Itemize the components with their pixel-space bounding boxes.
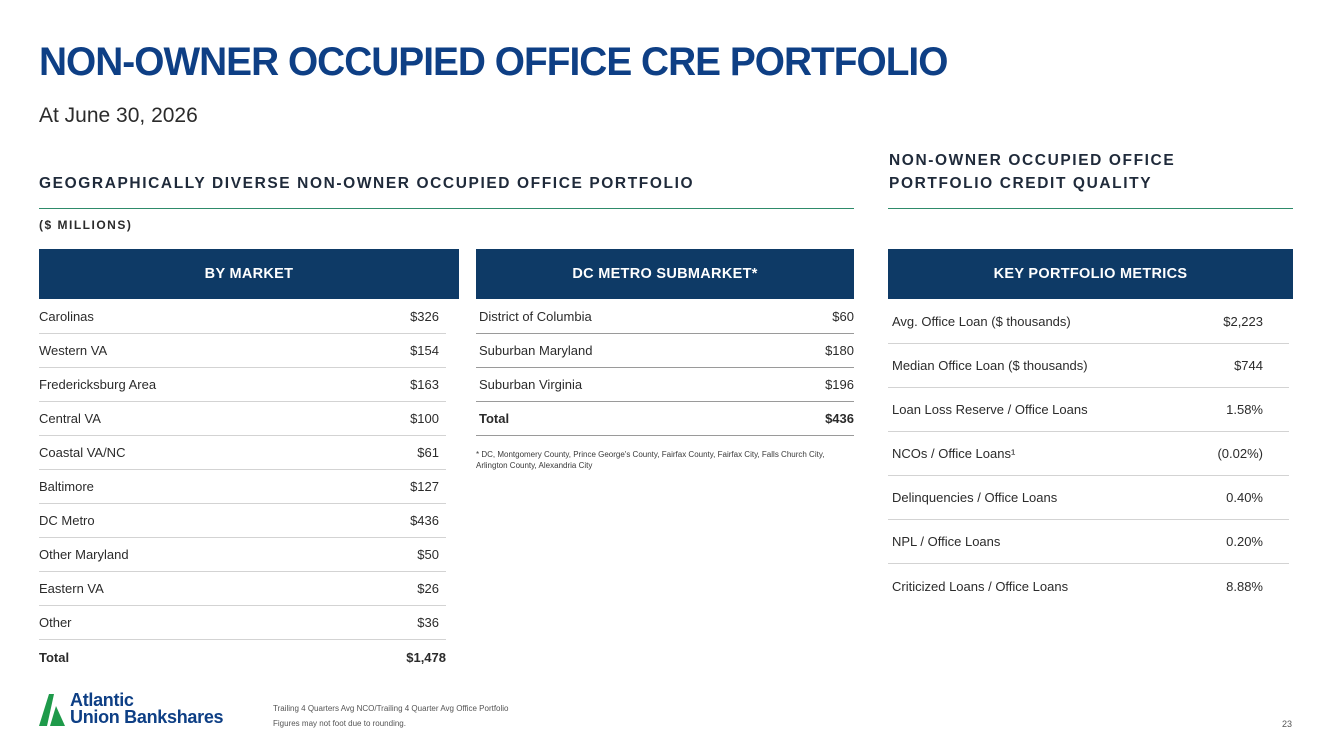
row-label: DC Metro <box>39 513 95 528</box>
row-value: 1.58% <box>1226 402 1263 417</box>
by-market-table: Carolinas $326 Western VA $154 Fredericksbur… <box>39 300 446 674</box>
table-row: Suburban Virginia $196 <box>476 368 854 402</box>
page-title: NON-OWNER OCCUPIED OFFICE CRE PORTFOLIO <box>39 40 948 84</box>
right-section-heading: NON-OWNER OCCUPIED OFFICE PORTFOLIO CRED… <box>889 149 1175 195</box>
row-value: $326 <box>410 309 439 324</box>
table-row: Median Office Loan ($ thousands) $744 <box>888 344 1289 388</box>
row-label: Criticized Loans / Office Loans <box>892 578 1069 594</box>
table-row: Other Maryland $50 <box>39 538 446 572</box>
row-value: $100 <box>410 411 439 426</box>
table-row: District of Columbia $60 <box>476 300 854 334</box>
row-label: Other Maryland <box>39 547 129 562</box>
table-row: Carolinas $326 <box>39 300 446 334</box>
row-label: Other <box>39 615 72 630</box>
row-value: 0.40% <box>1226 490 1263 505</box>
row-value: 8.88% <box>1226 578 1263 594</box>
row-value: $60 <box>832 309 854 324</box>
logo-wordmark: Atlantic Union Bankshares <box>70 690 224 727</box>
row-value: 0.20% <box>1226 534 1263 549</box>
row-label: NCOs / Office Loans¹ <box>892 446 1016 461</box>
table-row: NPL / Office Loans 0.20% <box>888 520 1289 564</box>
left-section-rule <box>39 208 854 209</box>
company-logo: Atlantic Union Bankshares <box>39 690 224 727</box>
row-value: $180 <box>825 343 854 358</box>
row-value: $127 <box>410 479 439 494</box>
table-row: Coastal VA/NC $61 <box>39 436 446 470</box>
row-value: $436 <box>410 513 439 528</box>
row-value: $36 <box>417 615 439 630</box>
row-value: (0.02%) <box>1217 446 1263 461</box>
table-row: Delinquencies / Office Loans 0.40% <box>888 476 1289 520</box>
page-number: 23 <box>1281 719 1292 729</box>
footnote-nco: Trailing 4 Quarters Avg NCO/Trailing 4 Q… <box>273 704 509 713</box>
right-section-rule <box>888 208 1293 209</box>
table-row: Other $36 <box>39 606 446 640</box>
by-market-header: BY MARKET <box>39 249 459 299</box>
row-value: $163 <box>410 377 439 392</box>
row-label: NPL / Office Loans <box>892 534 1001 549</box>
row-label: Avg. Office Loan ($ thousands) <box>892 314 1071 329</box>
table-row: Baltimore $127 <box>39 470 446 504</box>
page-subtitle: At June 30, 2026 <box>39 104 198 127</box>
row-label: Delinquencies / Office Loans <box>892 490 1058 505</box>
row-label: Median Office Loan ($ thousands) <box>892 358 1088 373</box>
logo-line1: Atlantic <box>70 690 134 710</box>
row-label: Total <box>479 411 510 426</box>
table-row: Loan Loss Reserve / Office Loans 1.58% <box>888 388 1289 432</box>
row-value: $26 <box>417 581 439 596</box>
row-value: $1,478 <box>406 649 446 665</box>
logo-mark-icon <box>39 694 65 726</box>
dc-metro-header: DC METRO SUBMARKET* <box>476 249 854 299</box>
row-label: Total <box>39 649 70 665</box>
table-row: NCOs / Office Loans¹ (0.02%) <box>888 432 1289 476</box>
logo-line2: Union Bankshares <box>70 707 224 727</box>
table-row: Suburban Maryland $180 <box>476 334 854 368</box>
row-label: Central VA <box>39 411 101 426</box>
row-label: Baltimore <box>39 479 94 494</box>
row-label: District of Columbia <box>479 309 592 324</box>
row-value: $196 <box>825 377 854 392</box>
key-metrics-table: Avg. Office Loan ($ thousands) $2,223 Medi… <box>888 300 1289 608</box>
table-row: Eastern VA $26 <box>39 572 446 606</box>
row-label: Coastal VA/NC <box>39 445 126 460</box>
dc-metro-footnote: * DC, Montgomery County, Prince George's… <box>476 450 825 470</box>
row-value: $436 <box>825 411 854 426</box>
row-value: $744 <box>1234 358 1263 373</box>
row-label: Carolinas <box>39 309 94 324</box>
row-label: Eastern VA <box>39 581 104 596</box>
row-label: Fredericksburg Area <box>39 377 157 392</box>
table-row: Central VA $100 <box>39 402 446 436</box>
table-row: Criticized Loans / Office Loans 8.88% <box>888 564 1289 608</box>
right-section-heading-line2: PORTFOLIO CREDIT QUALITY <box>889 175 1153 192</box>
table-row: Western VA $154 <box>39 334 446 368</box>
key-metrics-header: KEY PORTFOLIO METRICS <box>888 249 1293 299</box>
table-row: Fredericksburg Area $163 <box>39 368 446 402</box>
left-section-heading: GEOGRAPHICALLY DIVERSE NON-OWNER OCCUPIE… <box>39 175 695 192</box>
footnote-rounding: Figures may not foot due to rounding. <box>273 719 406 728</box>
row-label: Western VA <box>39 343 108 358</box>
row-value: $154 <box>410 343 439 358</box>
table-row: Avg. Office Loan ($ thousands) $2,223 <box>888 300 1289 344</box>
dc-metro-table: District of Columbia $60 Suburban Maryland… <box>476 300 854 436</box>
row-value: $50 <box>417 547 439 562</box>
units-label: ($ MILLIONS) <box>39 218 133 232</box>
table-row: Total $436 <box>476 402 854 436</box>
right-section-heading-line1: NON-OWNER OCCUPIED OFFICE <box>889 152 1176 169</box>
row-label: Loan Loss Reserve / Office Loans <box>892 402 1088 417</box>
row-value: $2,223 <box>1223 314 1263 329</box>
row-label: Suburban Virginia <box>479 377 583 392</box>
table-row: Total $1,478 <box>39 640 446 674</box>
table-row: DC Metro $436 <box>39 504 446 538</box>
row-label: Suburban Maryland <box>479 343 593 358</box>
row-value: $61 <box>417 445 439 460</box>
